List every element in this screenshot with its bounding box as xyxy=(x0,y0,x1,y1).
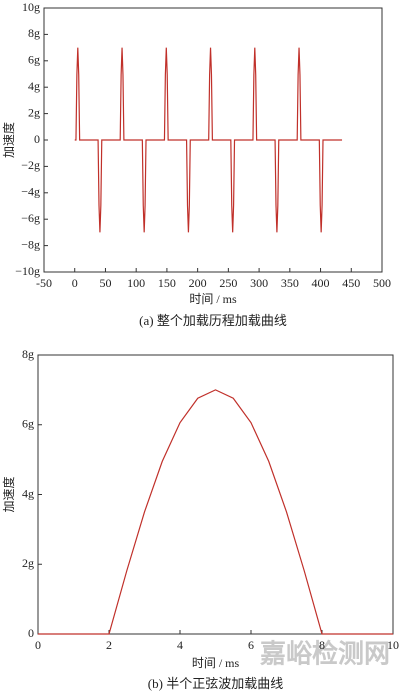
x-tick-label: 4 xyxy=(177,638,183,652)
x-tick-label: 500 xyxy=(373,276,391,290)
x-tick-label: 0 xyxy=(72,276,78,290)
x-tick-label: 6 xyxy=(248,638,254,652)
x-tick-label: 300 xyxy=(250,276,268,290)
caption: (b) 半个正弦波加载曲线 xyxy=(148,676,283,691)
x-tick-label: 10 xyxy=(387,638,399,652)
x-tick-label: 150 xyxy=(158,276,176,290)
y-tick-label: 0 xyxy=(28,626,34,640)
x-tick-label: 0 xyxy=(35,638,41,652)
y-tick-label: 4g xyxy=(22,486,34,500)
y-tick-label: 4g xyxy=(28,79,40,93)
y-tick-label: −10g xyxy=(15,264,40,278)
x-tick-label: 2 xyxy=(106,638,112,652)
y-tick-label: 8g xyxy=(22,347,34,361)
y-tick-label: 2g xyxy=(22,556,34,570)
y-tick-label: 8g xyxy=(28,26,40,40)
plot-frame xyxy=(37,354,394,635)
x-tick-label: 8 xyxy=(319,638,325,652)
y-axis-label: 加速度 xyxy=(1,476,16,512)
x-tick-label: 50 xyxy=(99,276,111,290)
x-tick-label: 350 xyxy=(281,276,299,290)
y-tick-label: 6g xyxy=(28,53,40,67)
data-line xyxy=(38,389,393,635)
x-axis-label: 时间 / ms xyxy=(189,292,237,306)
x-tick-label: 400 xyxy=(312,276,330,290)
caption: (a) 整个加载历程加载曲线 xyxy=(139,313,287,328)
y-tick-label: 10g xyxy=(22,0,40,14)
x-tick-label: 200 xyxy=(189,276,207,290)
y-tick-label: 2g xyxy=(28,105,40,119)
watermark: 嘉峪检测网 xyxy=(260,639,390,670)
y-tick-label: −2g xyxy=(21,158,40,172)
data-line xyxy=(74,47,343,233)
x-axis-label: 时间 / ms xyxy=(192,656,240,670)
x-tick-label: 100 xyxy=(127,276,145,290)
y-tick-label: 6g xyxy=(22,417,34,431)
x-tick-label: -50 xyxy=(36,276,52,290)
y-tick-label: −6g xyxy=(21,211,40,225)
y-tick-label: −4g xyxy=(21,185,40,199)
y-axis-label: 加速度 xyxy=(1,122,16,158)
y-tick-label: 0 xyxy=(34,132,40,146)
x-tick-label: 450 xyxy=(342,276,360,290)
x-tick-label: 250 xyxy=(219,276,237,290)
y-tick-label: −8g xyxy=(21,237,40,251)
